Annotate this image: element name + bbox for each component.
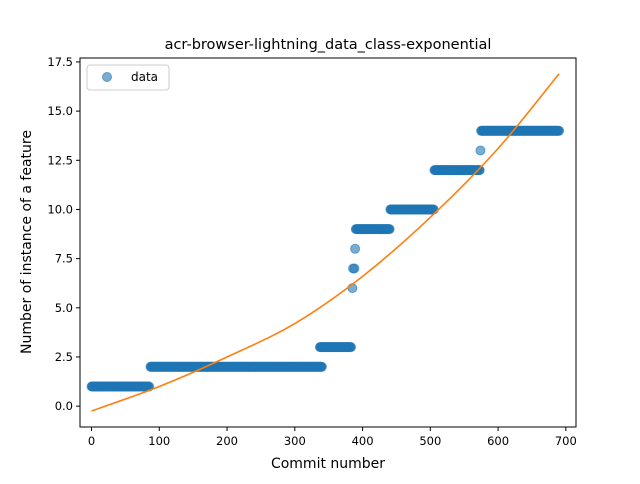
y-tick-label: 7.5 — [55, 252, 73, 266]
data-point — [316, 361, 327, 372]
plot-area — [86, 73, 565, 412]
data-point — [475, 145, 486, 156]
x-tick-label: 600 — [487, 434, 509, 448]
y-tick-label: 0.0 — [55, 399, 73, 413]
legend: data — [86, 64, 170, 91]
x-tick-label: 300 — [284, 434, 306, 448]
data-point — [474, 165, 485, 176]
data-point — [349, 263, 360, 274]
x-tick-label: 0 — [88, 434, 95, 448]
y-tick-label: 10.0 — [47, 202, 73, 216]
x-tick-label: 100 — [148, 434, 170, 448]
legend-marker-data — [102, 72, 112, 82]
data-point — [346, 342, 357, 353]
x-axis-ticks: 0 100 200 300 400 500 600 700 — [88, 427, 577, 448]
y-axis-ticks: 0.0 2.5 5.0 7.5 10.0 12.5 15.0 17.5 — [47, 55, 80, 413]
fit-curve — [91, 73, 560, 412]
data-point — [350, 243, 361, 254]
data-point — [554, 125, 565, 136]
y-tick-label: 15.0 — [47, 104, 73, 118]
data-point — [428, 204, 439, 215]
x-tick-label: 700 — [555, 434, 577, 448]
x-tick-label: 500 — [419, 434, 441, 448]
x-axis-label: Commit number — [271, 456, 385, 472]
data-points — [86, 125, 565, 392]
y-tick-label: 5.0 — [55, 301, 73, 315]
y-tick-label: 12.5 — [47, 153, 73, 167]
chart-title: acr-browser-lightning_data_class-exponen… — [165, 37, 492, 53]
x-tick-label: 400 — [352, 434, 374, 448]
fit-curve-layer — [91, 73, 560, 412]
y-tick-label: 17.5 — [47, 55, 73, 69]
legend-label-data: data — [131, 70, 158, 84]
x-tick-label: 200 — [216, 434, 238, 448]
y-tick-label: 2.5 — [55, 350, 73, 364]
axes-frame — [79, 57, 577, 428]
legend-box — [86, 64, 170, 91]
y-axis-label: Number of instance of a feature — [19, 130, 35, 354]
data-point — [384, 224, 395, 235]
